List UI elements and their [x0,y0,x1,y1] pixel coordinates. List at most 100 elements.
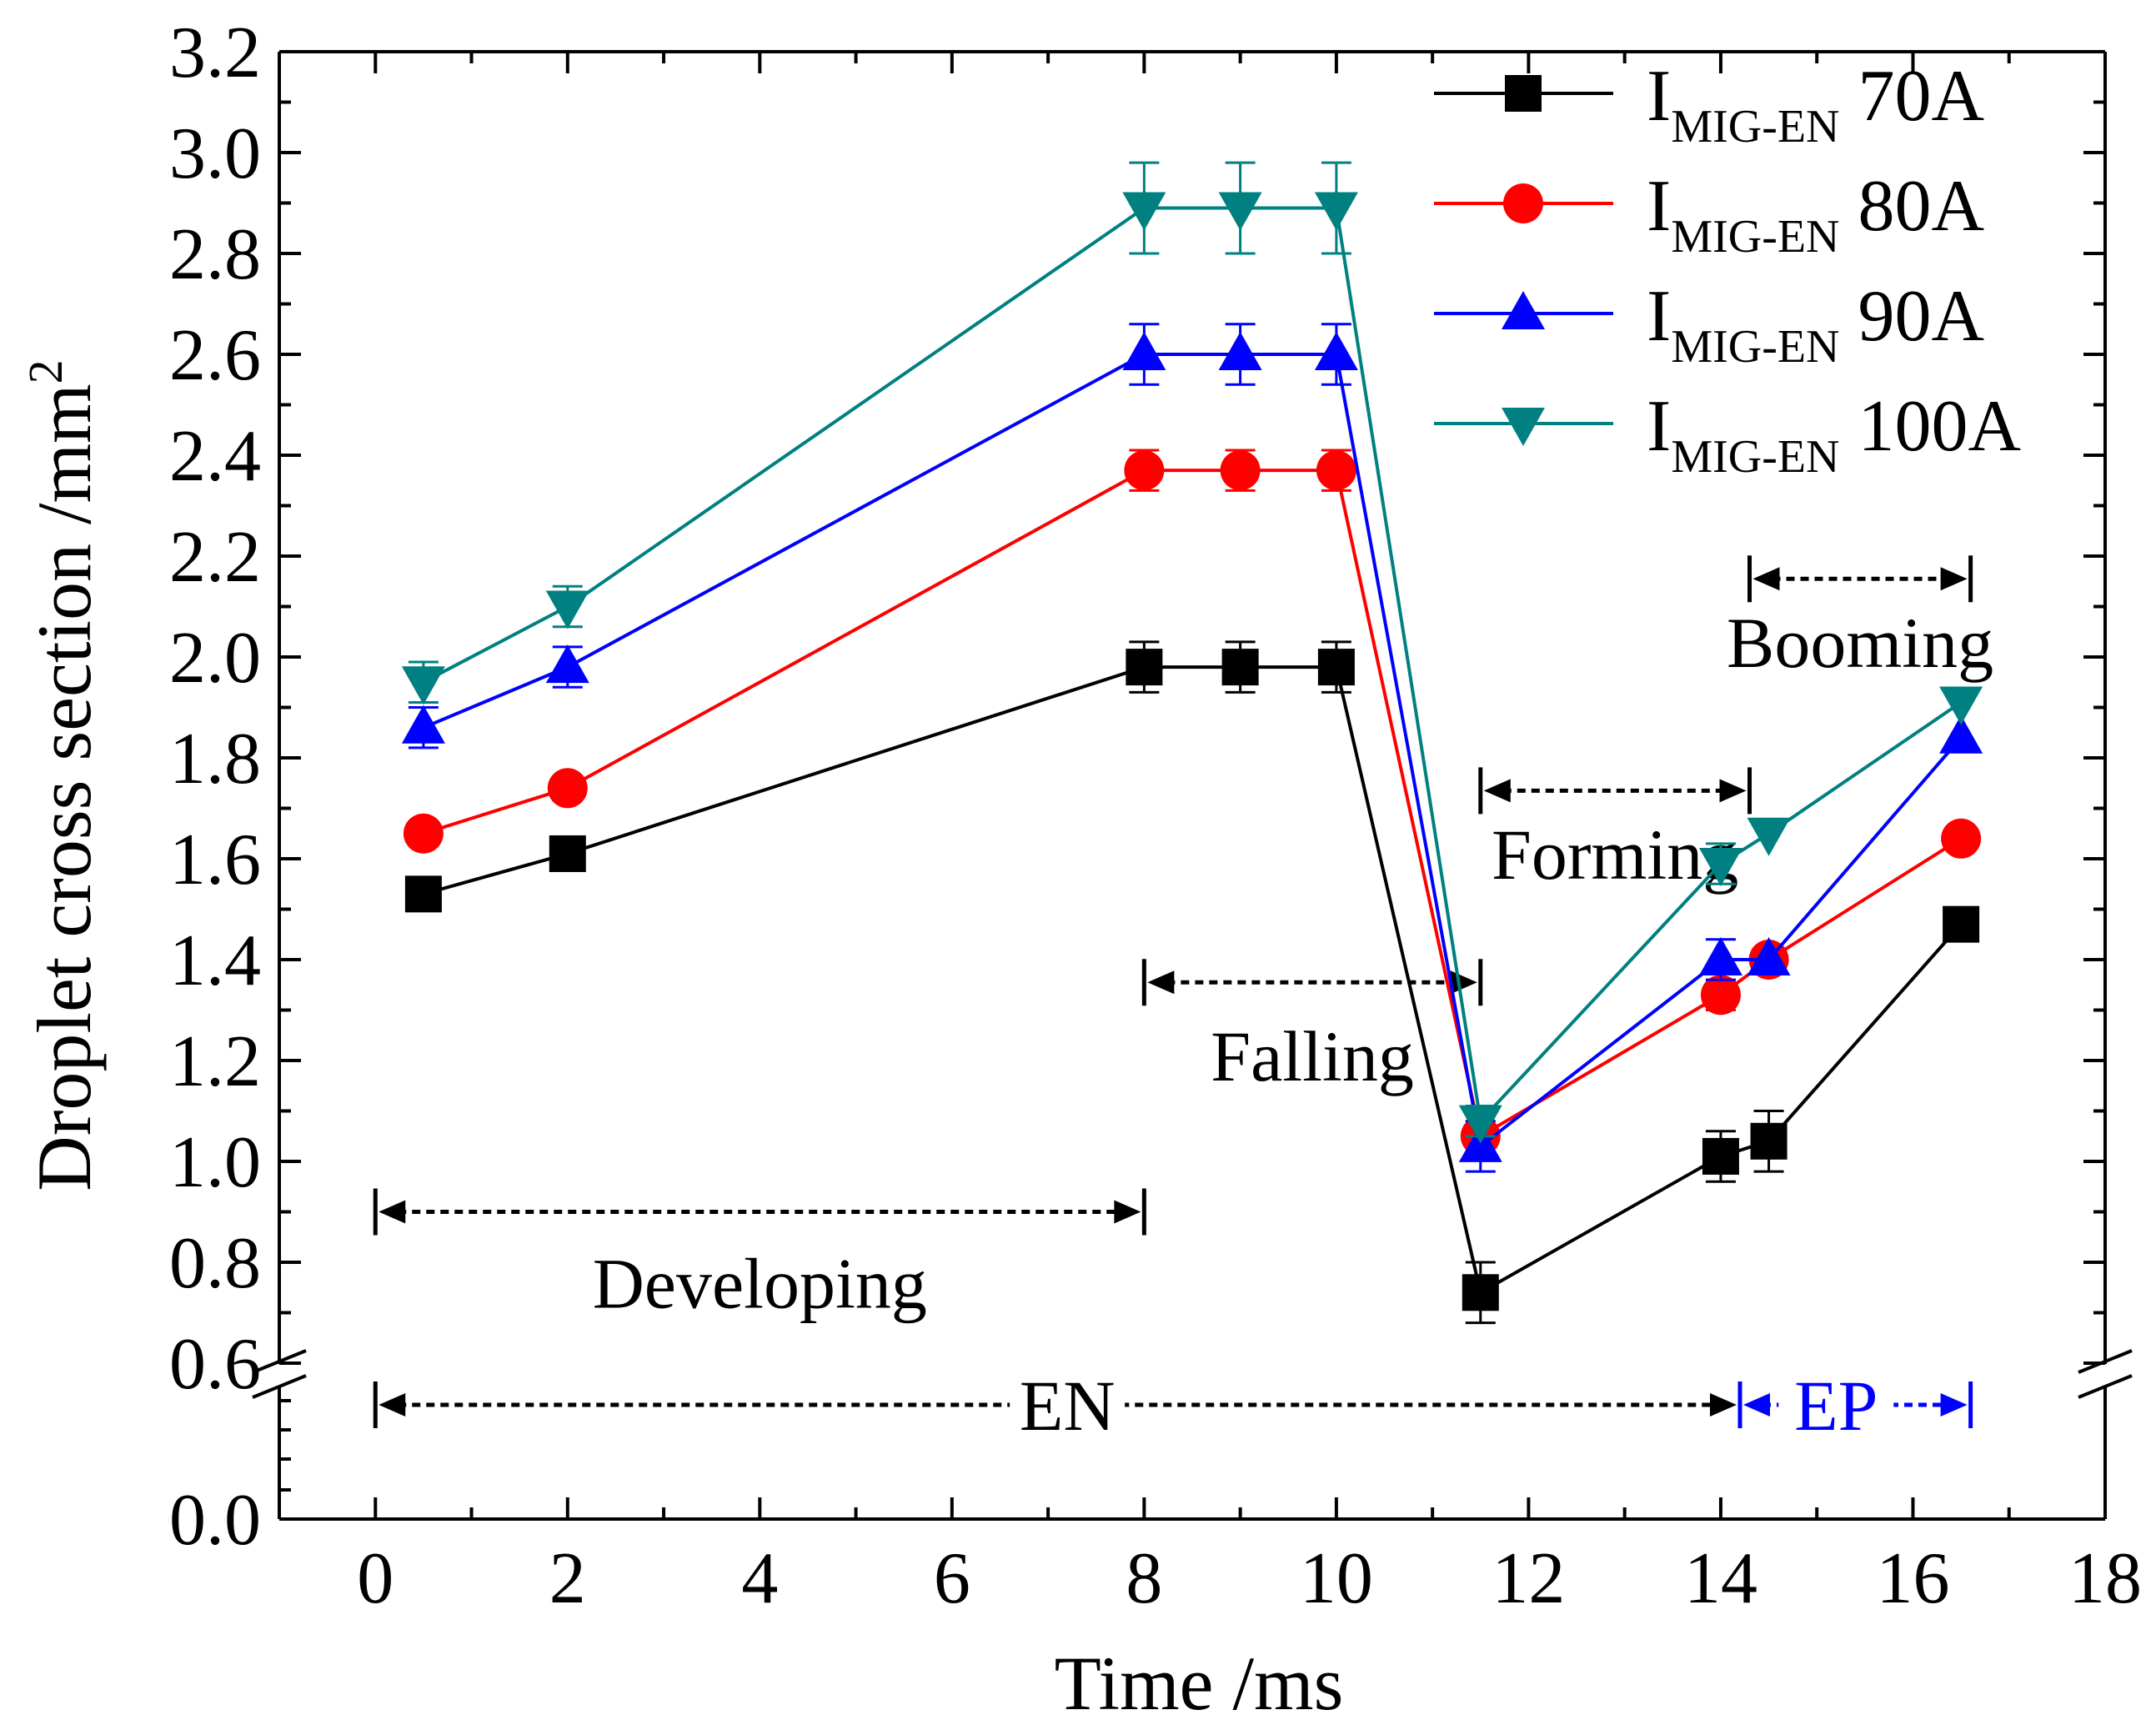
data-point [1220,450,1261,491]
data-point [1503,183,1543,223]
arrow-head [1752,567,1780,591]
annotation-label-bg [1778,1371,1894,1438]
legend-label-subscript: MIG-EN [1671,321,1839,373]
annotation-label: Developing [593,1243,927,1323]
legend-label-value: 70A [1858,56,1985,137]
x-tick-label: 18 [2068,1538,2142,1619]
arrow-head [1710,1393,1737,1417]
data-point [1221,649,1259,686]
y-tick-label: 0.8 [169,1223,261,1304]
data-point [1502,408,1545,446]
phase-annotation: Developing [373,1188,1146,1323]
data-point [549,835,586,872]
legend-label-main: I [1647,56,1671,137]
y-tick-label: 2.4 [169,416,261,497]
legend-entry-90A: IMIG-EN 90A [1434,276,1984,373]
data-point [1941,818,1982,859]
arrow-head [1483,779,1511,803]
data-point [1747,817,1791,856]
x-tick-label: 12 [1492,1538,1565,1619]
phase-annotations: Developing Falling Forming Booming EN EP [373,555,1993,1446]
data-point [1943,905,1980,943]
x-tick-label: 8 [1126,1538,1162,1619]
arrow-head [379,1200,406,1224]
y-tick-label: 0.6 [169,1324,261,1405]
y-tick-label: 2.2 [169,517,261,598]
y-tick-label: 2.8 [169,214,261,295]
x-tick-label: 0 [357,1538,394,1619]
legend-label-value: 90A [1858,276,1985,357]
plot-frame [252,50,2133,1521]
y-tick-label: 2.0 [169,618,261,699]
data-point [1505,75,1542,112]
phase-annotation: Forming [1478,767,1752,895]
arrow-head [1114,1200,1141,1224]
axis-ticks: 0 2 4 6 8 10 12 14 16 18 0.6 0.8 1.0 1.2 1.4 1.6 1.8 2.0 2… [169,13,2142,1619]
series-90A [401,323,1983,1173]
annotation-label: EN [1020,1366,1116,1446]
legend-label-subscript: MIG-EN [1671,101,1839,153]
x-tick-label: 14 [1684,1538,1757,1619]
data-point [1124,450,1165,491]
data-point [1502,291,1545,329]
axis-break-mark [252,1374,307,1399]
annotation-label: Booming [1727,603,1993,683]
y-tick-label: 1.0 [169,1122,261,1203]
y-tick-label: 1.6 [169,820,261,900]
arrow-head [1450,970,1477,995]
x-tick-label: 10 [1300,1538,1373,1619]
data-point [401,705,445,744]
data-point [404,875,442,913]
data-point [1218,192,1262,231]
arrow-head [1147,970,1175,995]
data-point [1939,686,1983,725]
data-series [401,161,1983,1325]
axis-break-mark [2078,1374,2133,1399]
series-line [423,469,1963,1139]
legend-label: IMIG-EN 80A [1647,166,1984,263]
data-point [1122,192,1166,231]
annotation-label: Falling [1211,1016,1414,1096]
legend-entry-70A: IMIG-EN 70A [1434,56,1984,153]
arrow-head [1940,1393,1968,1417]
data-point [545,590,589,629]
legend-label-value: 100A [1858,386,2022,467]
y-tick-label: 1.2 [169,1021,261,1102]
y-tick-label: 1.4 [169,920,261,1001]
legend-label: IMIG-EN 100A [1647,386,2021,483]
data-point [1317,649,1355,686]
data-point [1462,1274,1499,1311]
data-point [1698,937,1742,975]
x-tick-label: 16 [1876,1538,1949,1619]
data-point [547,768,588,809]
series-70A [404,640,1980,1325]
legend-label: IMIG-EN 70A [1647,56,1984,153]
x-tick-label: 4 [741,1538,778,1619]
arrow-head [1743,1393,1770,1417]
y-tick-label: 3.2 [169,13,261,93]
arrow-head [1719,779,1747,803]
legend-label-value: 80A [1858,166,1985,247]
arrow-head [1940,567,1968,591]
legend-label-main: I [1647,386,1671,467]
phase-annotation: EP [1737,1366,1973,1446]
arrow-head [379,1393,406,1417]
series-100A [401,161,1983,1144]
phase-annotation: EN [373,1366,1742,1446]
legend-label-subscript: MIG-EN [1671,431,1839,483]
data-point [1316,450,1356,491]
phase-annotation: Booming [1727,555,1993,683]
data-point [403,813,444,854]
data-point [1939,715,1983,754]
legend-label: IMIG-EN 90A [1647,276,1984,373]
annotation-label-bg [1010,1371,1126,1438]
data-point [1702,1137,1739,1175]
legend-entry-80A: IMIG-EN 80A [1434,166,1984,263]
data-point [1314,192,1358,231]
data-point [1126,649,1163,686]
x-axis-title: Time /ms [1055,1641,1344,1726]
y-tick-label: 1.8 [169,719,261,800]
annotation-label: Forming [1492,815,1738,895]
annotation-label: EP [1794,1366,1878,1446]
